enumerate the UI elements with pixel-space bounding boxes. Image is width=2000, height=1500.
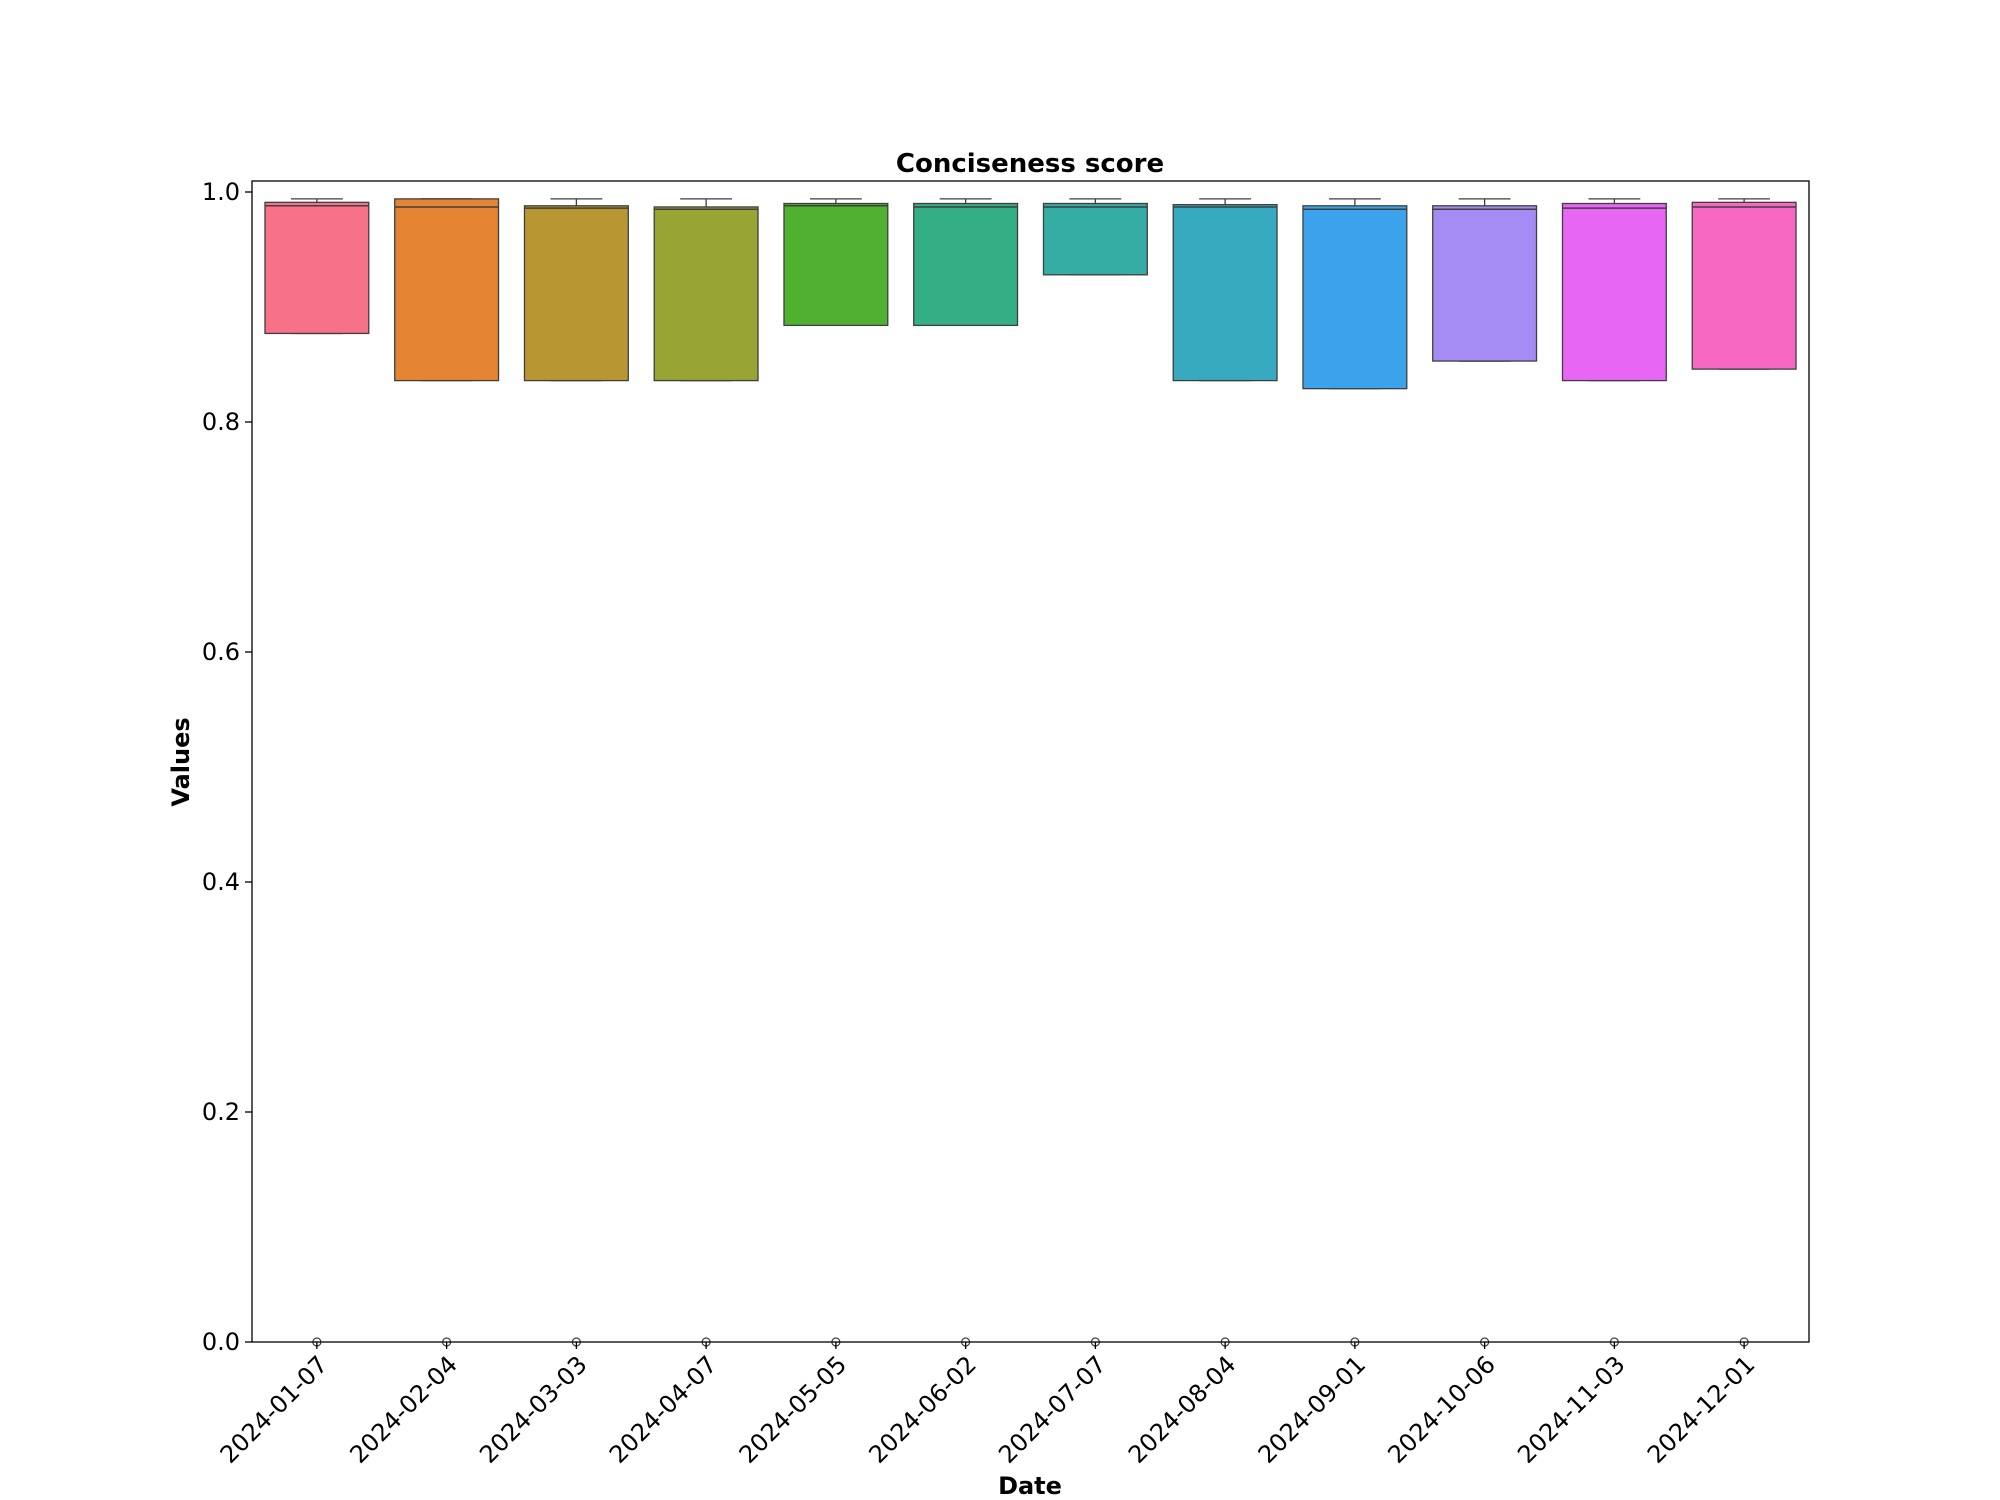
box-2024-04-07 [653,198,759,1347]
box-body [1691,201,1797,370]
x-tick-label: 2024-06-02 [863,1350,981,1468]
chart-title: Conciseness score [896,149,1164,179]
box-body [913,202,1019,327]
x-axis-label: Date [998,1472,1062,1500]
y-tick-label: 0.4 [202,868,240,896]
y-tick-label: 0.2 [202,1098,240,1126]
x-tick-label: 2024-01-07 [215,1350,333,1468]
box-2024-01-07 [264,198,370,1347]
plot-frame [251,180,1810,1343]
x-tick-label: 2024-04-07 [604,1350,722,1468]
y-tick-label: 1.0 [202,178,240,206]
box-body [1561,202,1667,382]
box-body [783,202,889,327]
x-tick-label: 2024-09-01 [1253,1350,1371,1468]
x-tick-label: 2024-02-04 [344,1350,462,1468]
x-tick-label: 2024-08-04 [1123,1350,1241,1468]
box-2024-09-01 [1302,198,1408,1347]
x-tick-label: 2024-12-01 [1642,1350,1760,1468]
box-2024-02-04 [394,198,500,1347]
x-tick-label: 2024-03-03 [474,1350,592,1468]
y-tick-label: 0.6 [202,638,240,666]
box-2024-05-05 [783,198,889,1347]
box-body [653,206,759,382]
y-axis: 0.0 0.2 0.4 0.6 0.8 1.0 [202,178,252,1356]
box-body [1172,203,1278,382]
y-tick-label: 0.0 [202,1328,240,1356]
box-body [1432,205,1538,362]
plot-area [264,198,1797,1347]
y-tick-label: 0.8 [202,408,240,436]
box-body [1042,202,1148,276]
box-body [523,205,629,382]
x-tick-label: 2024-11-03 [1512,1350,1630,1468]
x-axis: 2024-01-07 2024-02-04 2024-03-03 2024-04-07… [215,1342,1760,1469]
box-2024-10-06 [1432,198,1538,1347]
box-2024-12-01 [1691,198,1797,1347]
box-body [1302,205,1408,390]
box-2024-07-07 [1042,198,1148,1347]
box-2024-06-02 [913,198,1019,1347]
x-tick-label: 2024-05-05 [734,1350,852,1468]
x-tick-label: 2024-07-07 [993,1350,1111,1468]
y-axis-label: Values [167,717,195,806]
box-body [264,201,370,335]
box-2024-03-03 [523,198,629,1347]
box-body [394,198,500,382]
x-tick-label: 2024-10-06 [1382,1350,1500,1468]
box-2024-08-04 [1172,198,1278,1347]
box-2024-11-03 [1561,198,1667,1347]
